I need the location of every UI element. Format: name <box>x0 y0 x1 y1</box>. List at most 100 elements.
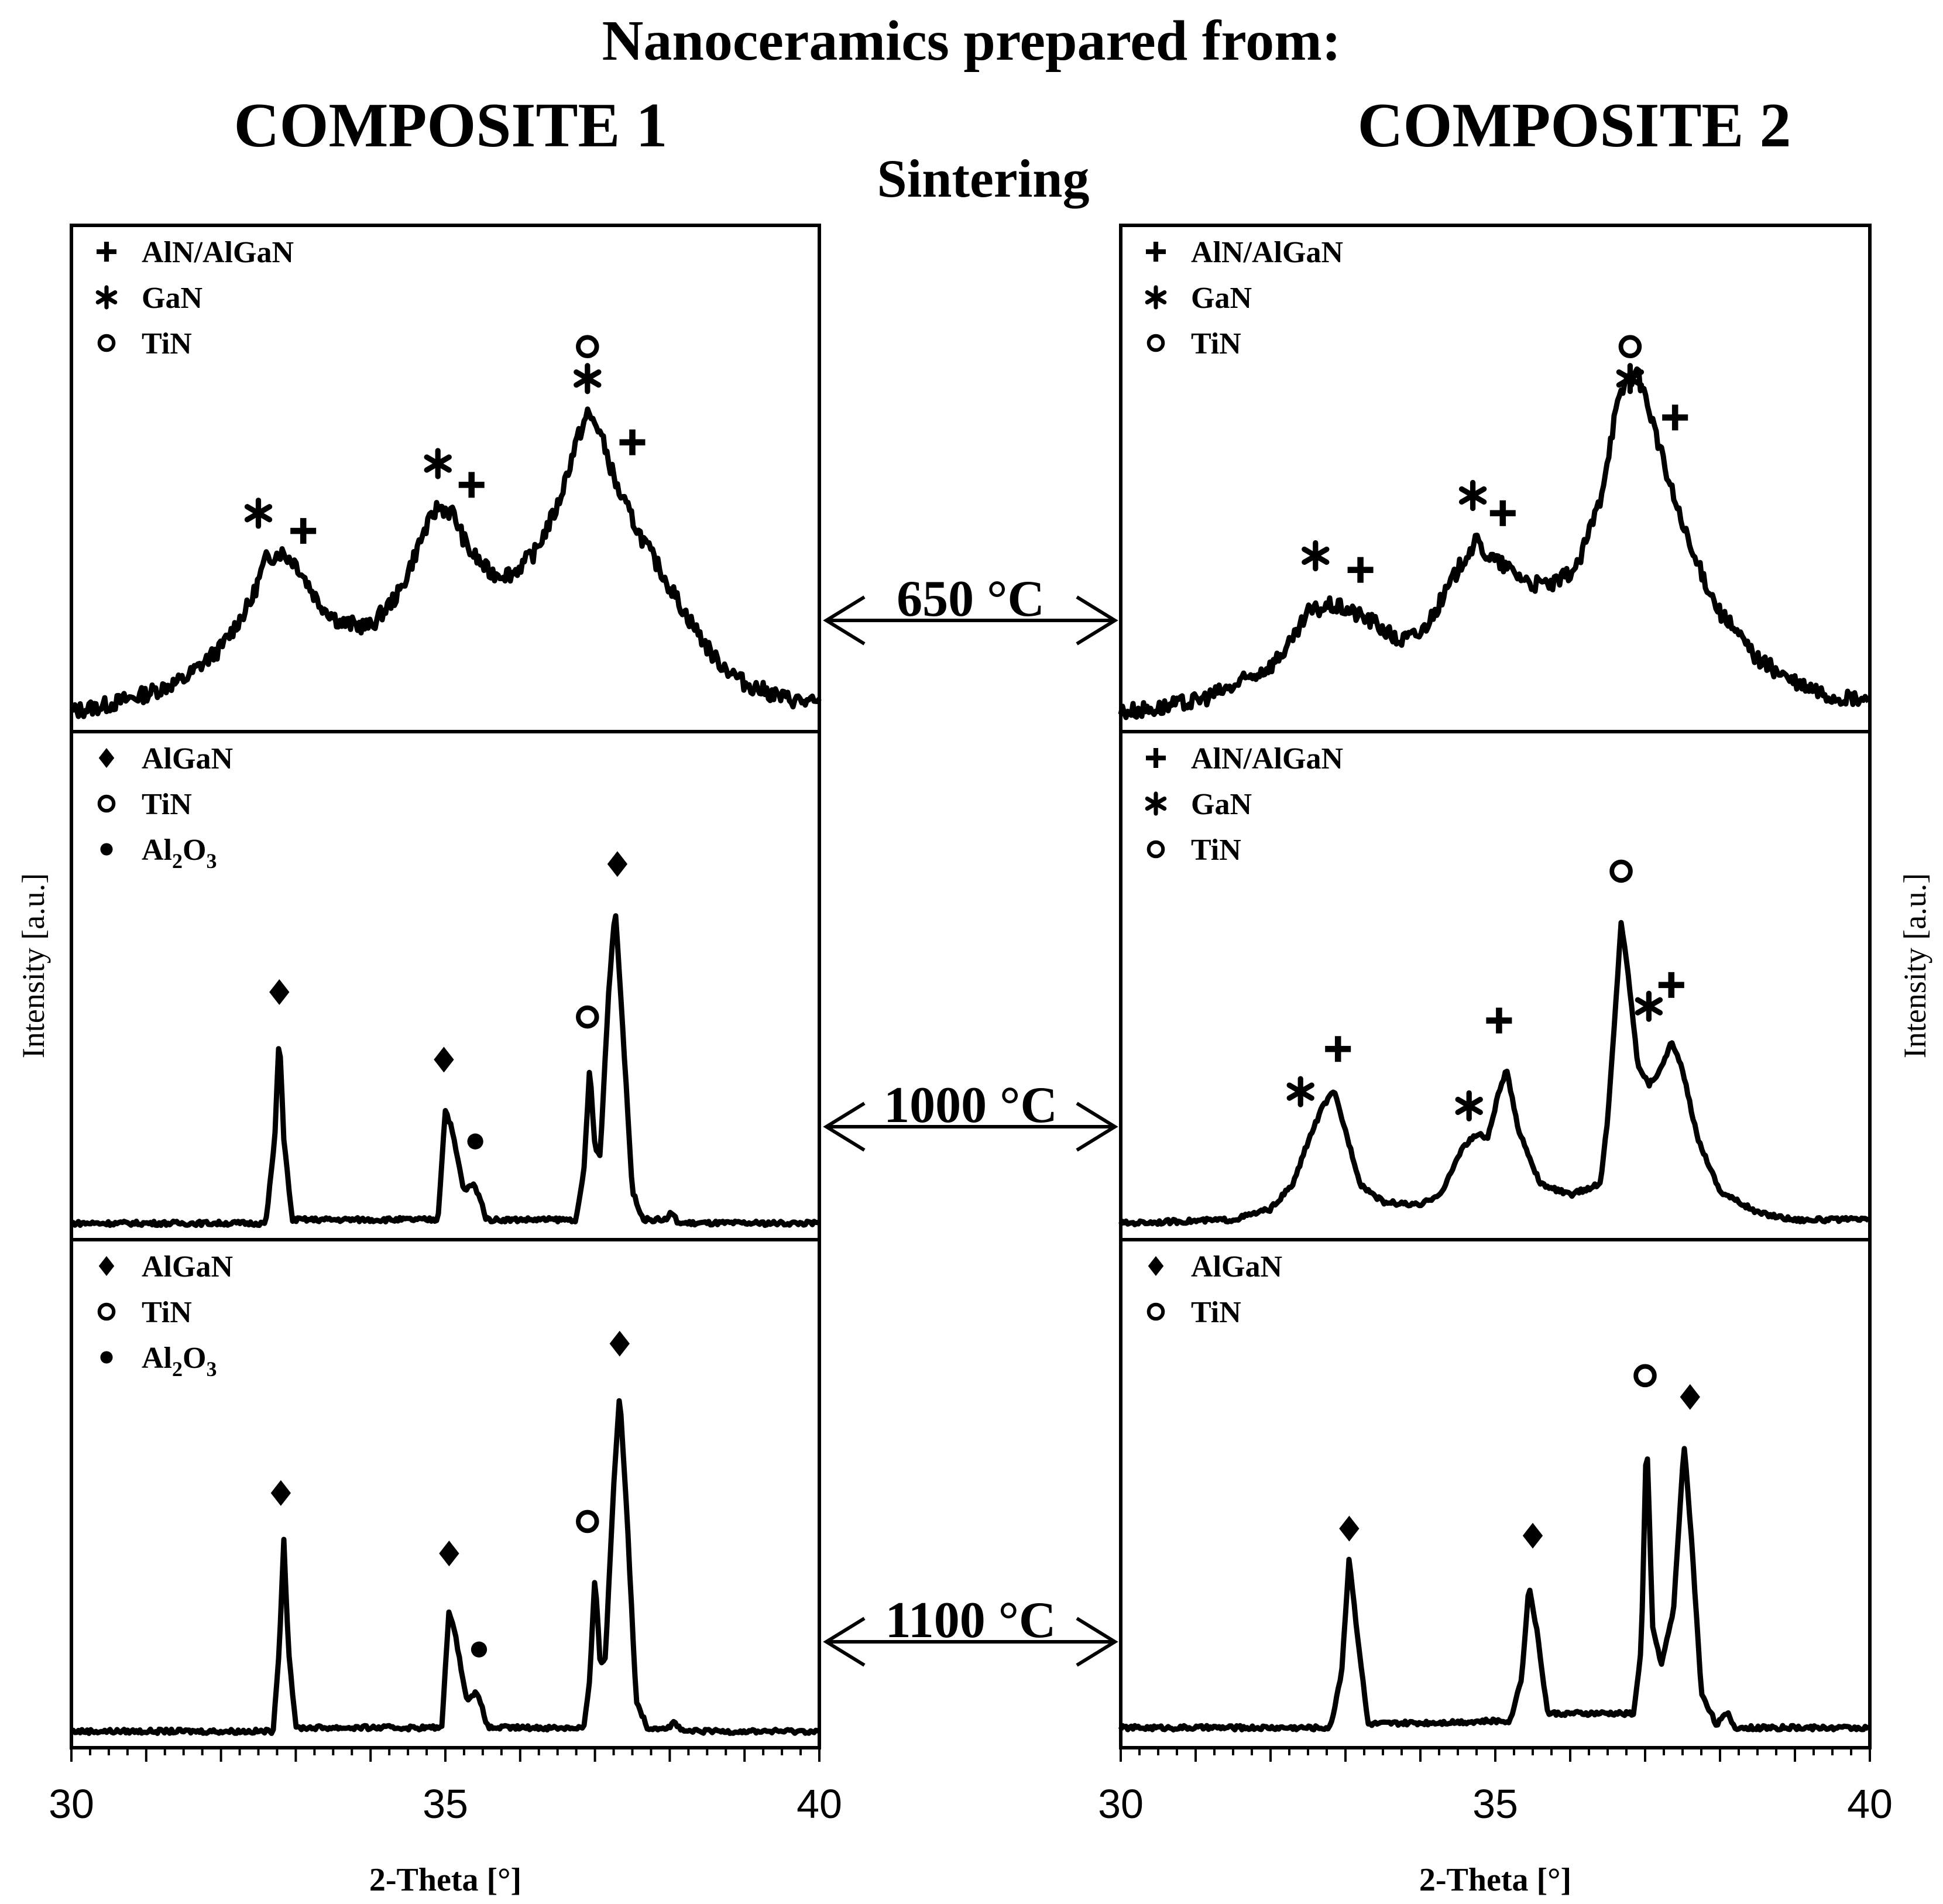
peak-marker-plus <box>1662 404 1688 431</box>
legend-label: GaN <box>1191 282 1252 315</box>
y-axis-label-right: Intensity [a.u.] <box>1897 873 1932 1058</box>
peak-marker-diamond <box>1680 1384 1700 1410</box>
legend-marker-asterisk <box>95 285 118 310</box>
peak-marker-plus <box>458 472 485 498</box>
temperature-label: 1000 °C <box>884 1077 1058 1134</box>
legend-marker-circle <box>1146 840 1165 859</box>
peak-marker-dot <box>467 1133 483 1150</box>
xrd-pattern-line <box>1118 366 1871 721</box>
asterisk-stroke <box>1458 486 1487 505</box>
peak-marker-diamond <box>439 1541 459 1567</box>
arrow-head-left <box>823 595 866 646</box>
legend-label: TiN <box>1191 833 1241 867</box>
x-tick-label: 35 <box>423 1781 468 1827</box>
peak-marker-dot <box>471 1641 488 1658</box>
legend-marker-diamond <box>1148 1256 1164 1276</box>
legend-label: AlGaN <box>142 1250 233 1284</box>
asterisk-stroke <box>1616 369 1645 388</box>
plus-bar-v <box>300 518 307 544</box>
peak-marker-circle <box>576 335 599 359</box>
legend-label: AlN/AlGaN <box>142 236 294 269</box>
peak-marker-diamond <box>1522 1522 1543 1549</box>
asterisk-stroke <box>1302 546 1330 565</box>
legend-label: AlGaN <box>142 742 233 776</box>
legend-marker-dot <box>100 1351 113 1364</box>
peak-marker-circle <box>576 1510 599 1534</box>
peak-marker-asterisk <box>1458 479 1487 512</box>
legend-label: Al2O3 <box>142 1342 217 1381</box>
legend-marker-diamond <box>98 748 115 768</box>
x-tick-label: 35 <box>1472 1781 1518 1827</box>
legend-marker-plus <box>1146 242 1166 262</box>
legend: AlN/AlGaN GaN TiN <box>142 236 294 361</box>
composite-2-heading: COMPOSITE 2 <box>1357 91 1791 160</box>
plus-bar-v <box>1668 972 1675 998</box>
peak-marker-diamond <box>270 1480 291 1506</box>
legend-label: AlGaN <box>1191 1250 1282 1284</box>
legend: AlGaN TiN Al2O3 <box>142 742 233 873</box>
legend-marker-circle <box>1146 334 1165 352</box>
peak-marker-plus <box>1325 1036 1351 1062</box>
peak-marker-plus <box>1658 972 1684 998</box>
peak-marker-circle <box>1609 859 1633 883</box>
sintering-heading: Sintering <box>877 149 1090 208</box>
asterisk-stroke <box>424 454 452 473</box>
asterisk-stroke <box>1286 1082 1314 1101</box>
legend-label: TiN <box>1191 327 1241 361</box>
peak-marker-circle <box>1633 1364 1657 1388</box>
temperature-arrow <box>823 1102 1118 1152</box>
asterisk-stroke <box>95 290 118 305</box>
legend-marker-circle <box>1146 1302 1165 1321</box>
legend-marker-dot <box>100 843 113 856</box>
legend-label: TiN <box>142 1296 192 1329</box>
plus-bar-v <box>1153 242 1159 262</box>
peak-marker-asterisk <box>424 448 452 479</box>
peak-marker-plus <box>1347 557 1374 583</box>
legend-marker-circle <box>97 334 116 352</box>
legend-label: Al2O3 <box>142 833 217 873</box>
legend-label: TiN <box>142 788 192 821</box>
legend-marker-plus <box>97 242 116 262</box>
x-axis-label: 2-Theta [°] <box>369 1862 521 1898</box>
peak-marker-diamond <box>434 1047 454 1073</box>
legend-label: AlN/AlGaN <box>1191 236 1343 269</box>
peak-marker-asterisk <box>1286 1076 1314 1107</box>
asterisk-stroke <box>1145 796 1167 811</box>
legend-marker-asterisk <box>1145 285 1167 310</box>
x-tick-label: 40 <box>1847 1781 1893 1827</box>
peak-marker-asterisk <box>574 363 602 394</box>
legend-marker-asterisk <box>1145 791 1167 816</box>
composite-1-heading: COMPOSITE 1 <box>234 91 668 160</box>
asterisk-stroke <box>244 504 273 523</box>
plus-bar-v <box>1153 748 1159 768</box>
xrd-pattern-line <box>70 1398 821 1736</box>
y-axis-label-left: Intensity [a.u.] <box>16 873 51 1058</box>
peak-marker-diamond <box>269 979 290 1005</box>
plus-bar-v <box>1499 500 1506 526</box>
arrow-head-left <box>823 1102 866 1152</box>
plus-bar-v <box>1334 1036 1341 1062</box>
asterisk-stroke <box>1635 997 1663 1016</box>
legend-label: GaN <box>142 282 202 315</box>
xrd-pattern-line <box>1118 1446 1871 1733</box>
peak-marker-asterisk <box>1635 990 1663 1022</box>
peak-marker-plus <box>1486 1007 1512 1034</box>
legend-label: AlN/AlGaN <box>1191 742 1343 776</box>
plus-bar-v <box>629 429 636 455</box>
temperature-label: 650 °C <box>897 571 1045 627</box>
peak-marker-plus <box>290 518 317 544</box>
plus-bar-v <box>1357 557 1364 583</box>
legend-marker-circle <box>97 794 116 813</box>
xrd-pattern-line <box>69 406 822 719</box>
asterisk-stroke <box>574 369 602 388</box>
plus-bar-v <box>104 242 109 262</box>
peak-marker-circle <box>576 1005 599 1029</box>
plus-bar-v <box>1671 404 1678 431</box>
figure-title: Nanoceramics prepared from: <box>602 9 1341 73</box>
plus-bar-v <box>1496 1007 1502 1034</box>
legend-label: TiN <box>142 327 192 361</box>
x-axis-label: 2-Theta [°] <box>1419 1862 1571 1898</box>
peak-marker-diamond <box>609 1330 630 1357</box>
peak-marker-asterisk <box>244 498 273 529</box>
